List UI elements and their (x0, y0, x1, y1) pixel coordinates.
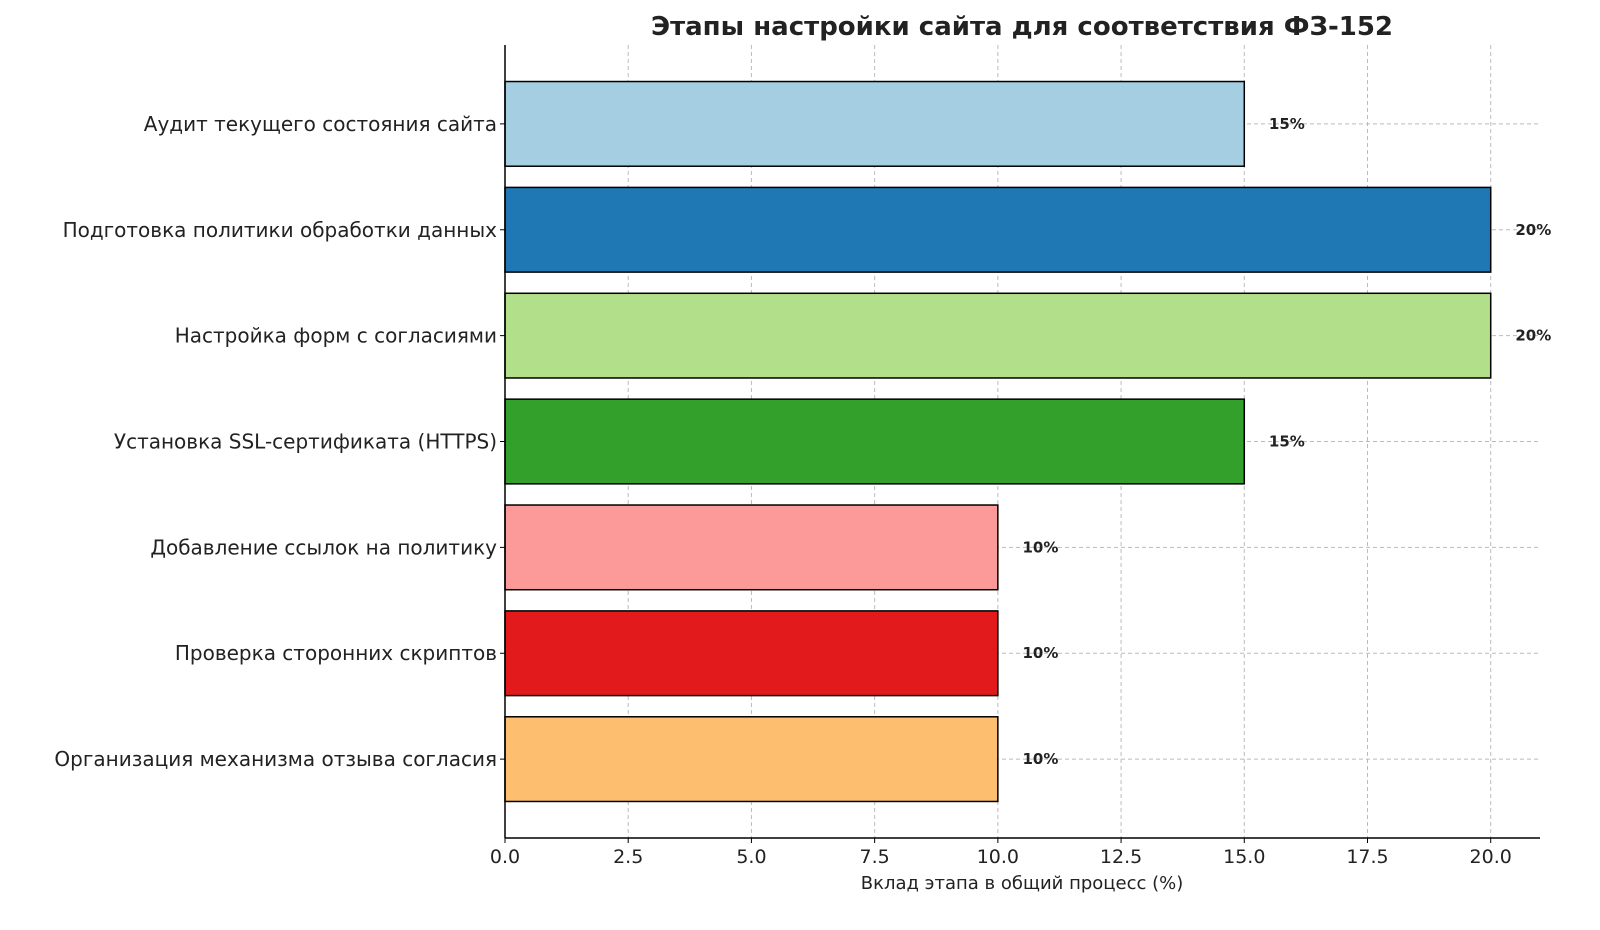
data-label: 20% (1515, 327, 1551, 345)
y-tick-label: Проверка сторонних скриптов (175, 641, 497, 665)
y-tick-label: Установка SSL-сертификата (HTTPS) (114, 430, 497, 454)
bar (504, 504, 999, 591)
x-tick-label: 7.5 (860, 846, 890, 868)
y-tick-label: Организация механизма отзыва согласия (54, 747, 497, 771)
x-tick-label: 2.5 (613, 846, 643, 868)
data-label: 10% (1023, 750, 1059, 768)
x-tick-label: 10.0 (977, 846, 1019, 868)
y-tick-label: Подготовка политики обработки данных (63, 218, 498, 242)
bar (504, 398, 1246, 485)
y-tick-label: Настройка форм с согласиями (175, 324, 497, 348)
bar (504, 610, 999, 697)
y-tick-label: Добавление ссылок на политику (150, 535, 497, 559)
data-label: 15% (1269, 433, 1305, 451)
x-tick-label: 0.0 (490, 846, 520, 868)
x-tick-label: 17.5 (1346, 846, 1388, 868)
x-axis-label: Вклад этапа в общий процесс (%) (861, 873, 1184, 894)
y-tick-labels: Аудит текущего состояния сайта Подготовка… (54, 112, 505, 771)
bar (504, 80, 1246, 167)
bars (504, 80, 1492, 803)
x-ticks: 0.0 2.5 5.0 7.5 10.0 12.5 15.0 17.5 20.0 (490, 838, 1512, 868)
bar (504, 186, 1492, 273)
chart-title: Этапы настройки сайта для соответствия Ф… (651, 12, 1393, 42)
x-tick-label: 20.0 (1470, 846, 1512, 868)
bar (504, 716, 999, 803)
data-label: 15% (1269, 115, 1305, 133)
x-tick-label: 5.0 (736, 846, 766, 868)
data-label: 20% (1515, 221, 1551, 239)
x-tick-label: 12.5 (1100, 846, 1142, 868)
y-tick-label: Аудит текущего состояния сайта (144, 112, 497, 136)
data-label: 10% (1023, 538, 1059, 556)
data-label: 10% (1023, 644, 1059, 662)
x-tick-label: 15.0 (1223, 846, 1265, 868)
data-labels: 15% 20% 20% 15% 10% 10% 10% (1023, 115, 1552, 768)
bar (504, 292, 1492, 379)
